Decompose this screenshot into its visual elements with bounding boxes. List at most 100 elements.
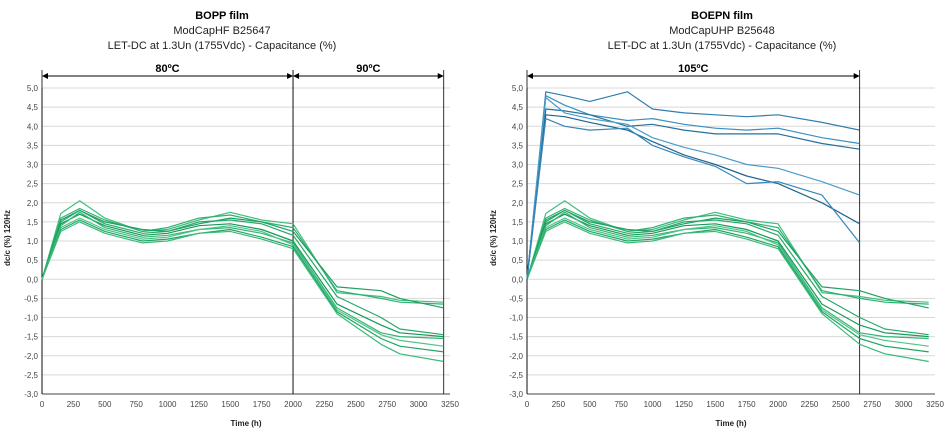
right-green-series-line-G2	[526, 207, 929, 305]
right-green-series-line-G4	[526, 209, 929, 336]
right-x-tick-label: 2750	[863, 400, 881, 409]
right-blue-series-line-B5	[526, 114, 860, 280]
left-y-tick-label: -1,5	[24, 333, 38, 342]
left-period-arrowhead-right	[287, 73, 294, 79]
right-y-tick-label: 2,5	[512, 180, 524, 189]
left-y-tick-label: -2,5	[24, 371, 38, 380]
left-y-tick-label: 2,0	[27, 199, 39, 208]
left-y-tick-label: 4,5	[27, 103, 39, 112]
left-y-tick-label: -3,0	[24, 390, 38, 399]
right-x-tick-label: 2250	[801, 400, 819, 409]
left-y-tick-label: -1,0	[24, 314, 38, 323]
left-y-tick-label: -2,0	[24, 352, 38, 361]
right-chart-xlabel: Time (h)	[716, 419, 747, 428]
left-y-tick-label: 0,5	[27, 256, 39, 265]
right-x-tick-label: 3000	[895, 400, 913, 409]
left-chart-subtitle-model: ModCapHF B25647	[173, 25, 270, 37]
right-green-series-line-G9	[526, 221, 929, 363]
right-chart-subtitle-model: ModCapUHP B25648	[669, 25, 775, 37]
right-x-tick-label: 250	[552, 400, 566, 409]
right-chart-plot: -3,0 -2,5 -2,0 -1,5 -1,0 -0,5 0,0 0,5 1,0 1,5 2,0 2…	[509, 63, 944, 409]
left-series-line-S2	[41, 207, 444, 305]
left-series-line-S5	[41, 213, 444, 338]
left-x-tick-label: 3000	[410, 400, 428, 409]
right-chart-ylabel: dc/c (%) 120Hz	[489, 210, 498, 266]
right-y-tick-label: -2,5	[509, 371, 523, 380]
left-x-tick-label: 2500	[347, 400, 365, 409]
right-green-series-line-G1	[526, 200, 929, 303]
right-green-series-line-G7	[526, 217, 929, 347]
left-series-line-S4	[41, 209, 444, 336]
right-blue-series-line-B6	[526, 117, 861, 280]
left-chart-xlabel: Time (h)	[231, 419, 262, 428]
right-chart-subtitle-test: LET-DC at 1.3Un (1755Vdc) - Capacitance …	[608, 40, 837, 52]
left-x-tick-label: 1750	[253, 400, 271, 409]
right-x-tick-label: 1250	[675, 400, 693, 409]
left-series-line-S8	[41, 219, 444, 353]
left-y-tick-label: 1,5	[27, 218, 39, 227]
left-series-line-S9	[41, 221, 444, 363]
left-period-arrowhead-right	[437, 73, 444, 79]
left-y-tick-label: 3,5	[27, 141, 39, 150]
right-y-tick-label: 1,0	[512, 237, 524, 246]
left-y-tick-label: 3,0	[27, 161, 39, 170]
left-y-tick-label: 1,0	[27, 237, 39, 246]
right-y-tick-label: 3,5	[512, 141, 524, 150]
right-x-tick-label: 750	[614, 400, 628, 409]
right-x-tick-label: 2000	[769, 400, 787, 409]
right-blue-series-line-B2	[526, 95, 860, 280]
right-x-tick-label: 3250	[926, 400, 944, 409]
right-x-tick-label: 500	[583, 400, 597, 409]
left-x-tick-label: 250	[67, 400, 81, 409]
right-green-series-line-G8	[526, 219, 929, 353]
left-y-tick-label: 2,5	[27, 180, 39, 189]
right-green-series-line-G5	[526, 213, 929, 338]
right-x-tick-label: 0	[525, 400, 530, 409]
right-y-tick-label: 3,0	[512, 161, 524, 170]
right-x-tick-label: 1000	[644, 400, 662, 409]
left-chart-ylabel: dc/c (%) 120Hz	[3, 210, 12, 266]
left-series-line-S7	[41, 217, 444, 347]
right-y-tick-label: 4,5	[512, 103, 524, 112]
right-y-tick-label: -3,0	[509, 390, 523, 399]
left-chart-subtitle-test: LET-DC at 1.3Un (1755Vdc) - Capacitance …	[108, 40, 337, 52]
left-x-tick-label: 500	[98, 400, 112, 409]
left-x-tick-label: 0	[40, 400, 45, 409]
left-period-arrowhead-left	[42, 73, 48, 79]
left-series-line-S1	[41, 200, 444, 303]
left-x-tick-label: 1500	[221, 400, 239, 409]
left-y-tick-label: 5,0	[27, 84, 39, 93]
left-period-label: 90ºC	[356, 63, 380, 75]
right-x-tick-label: 1750	[738, 400, 756, 409]
right-blue-series-line-B1	[526, 91, 860, 280]
right-y-tick-label: 5,0	[512, 84, 524, 93]
left-x-tick-label: 3250	[441, 400, 459, 409]
right-y-tick-label: 4,0	[512, 122, 524, 131]
right-period-arrowhead-right	[853, 73, 860, 79]
left-chart-plot: -3,0 -2,5 -2,0 -1,5 -1,0 -0,5 0,0 0,5 1,0 1,5 2,0 2…	[24, 63, 459, 409]
right-y-tick-label: 0,5	[512, 256, 524, 265]
right-y-tick-label: 0,0	[512, 275, 524, 284]
left-chart-title: BOPP film	[195, 10, 249, 22]
right-y-tick-label: -0,5	[509, 294, 523, 303]
left-y-tick-label: 4,0	[27, 122, 39, 131]
right-x-tick-label: 2500	[832, 400, 850, 409]
left-y-tick-label: 0,0	[27, 275, 39, 284]
left-x-tick-label: 1250	[190, 400, 208, 409]
left-x-tick-label: 2250	[316, 400, 334, 409]
left-series-line-S6	[41, 211, 444, 340]
right-y-tick-label: -1,5	[509, 333, 523, 342]
left-x-tick-label: 1000	[159, 400, 177, 409]
right-chart-title: BOEPN film	[691, 10, 753, 22]
right-y-tick-label: 1,5	[512, 218, 524, 227]
left-y-tick-label: -0,5	[24, 294, 38, 303]
left-period-label: 80ºC	[155, 63, 179, 75]
right-green-series-line-G6	[526, 211, 929, 340]
right-y-tick-label: 2,0	[512, 199, 524, 208]
right-period-arrowhead-left	[527, 73, 533, 79]
right-y-tick-label: -2,0	[509, 352, 523, 361]
right-blue-series-line-B4	[526, 96, 860, 280]
right-y-tick-label: -1,0	[509, 314, 523, 323]
left-period-arrowhead-left	[293, 73, 300, 79]
